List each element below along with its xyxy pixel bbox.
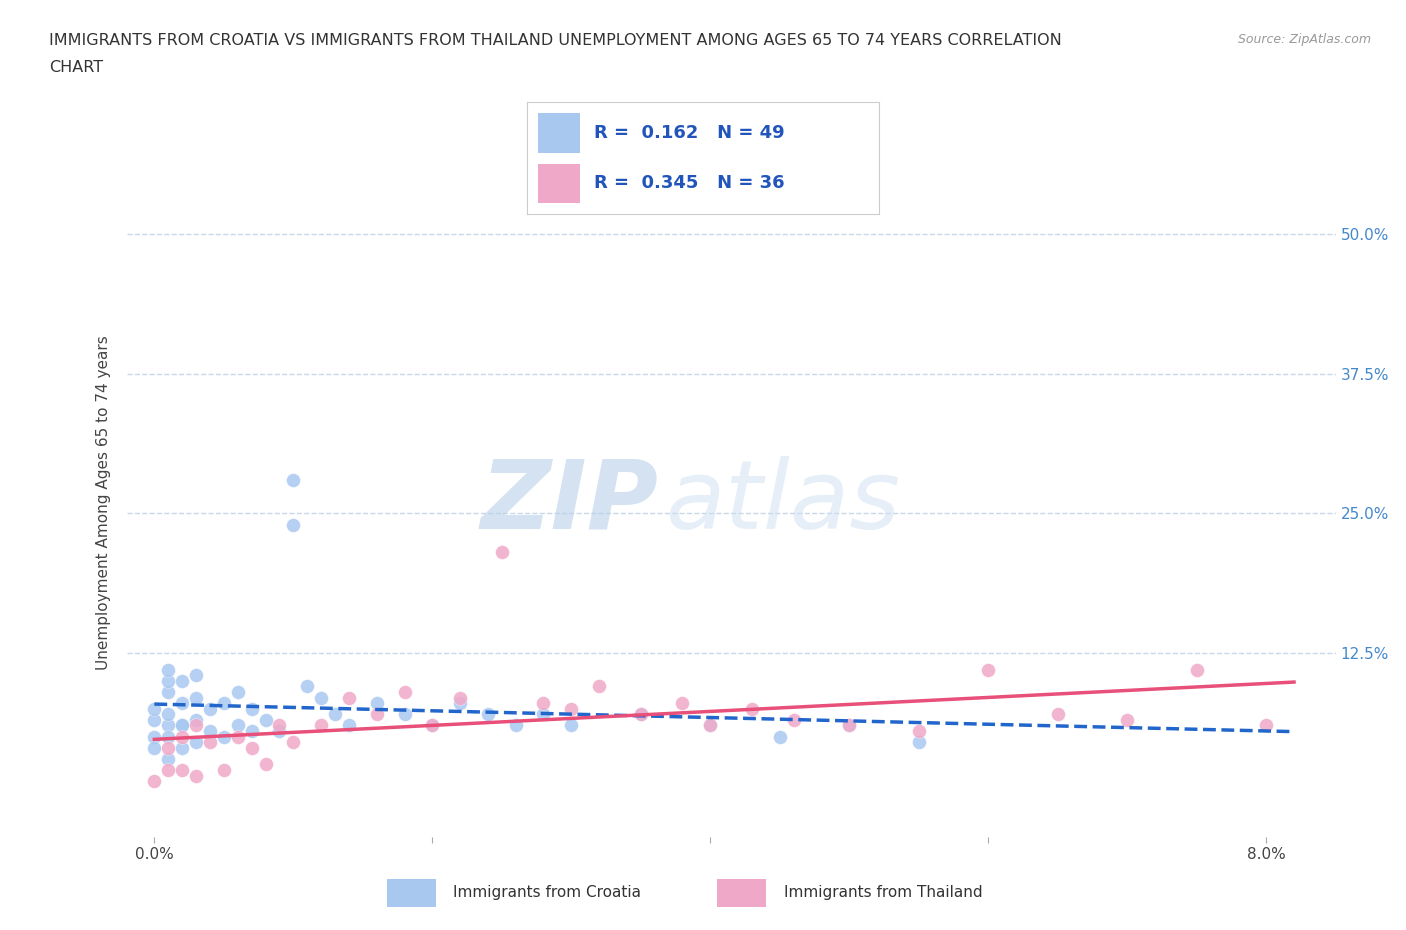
Point bbox=[977, 662, 1000, 677]
Point bbox=[449, 690, 471, 705]
Point bbox=[699, 718, 721, 733]
Point bbox=[533, 707, 555, 722]
Point bbox=[491, 545, 513, 560]
Point bbox=[212, 729, 235, 744]
Point bbox=[184, 712, 207, 727]
Point bbox=[240, 724, 263, 738]
Point bbox=[172, 763, 194, 777]
Point bbox=[172, 740, 194, 755]
Point bbox=[297, 679, 319, 694]
Point bbox=[283, 472, 305, 487]
Point bbox=[157, 751, 180, 766]
Point bbox=[157, 707, 180, 722]
Point bbox=[184, 768, 207, 783]
Point bbox=[1116, 712, 1139, 727]
Point bbox=[184, 690, 207, 705]
Point bbox=[143, 774, 166, 789]
Point bbox=[560, 701, 582, 716]
Point bbox=[226, 729, 249, 744]
Text: ZIP: ZIP bbox=[481, 456, 658, 549]
Point bbox=[157, 763, 180, 777]
Point bbox=[184, 718, 207, 733]
FancyBboxPatch shape bbox=[537, 113, 581, 153]
Point bbox=[741, 701, 763, 716]
Point bbox=[838, 718, 860, 733]
Point bbox=[269, 724, 291, 738]
Point bbox=[157, 673, 180, 688]
Text: Immigrants from Croatia: Immigrants from Croatia bbox=[453, 885, 641, 900]
Point bbox=[172, 729, 194, 744]
Point bbox=[143, 701, 166, 716]
Point bbox=[198, 724, 221, 738]
Point bbox=[172, 718, 194, 733]
Point bbox=[366, 696, 388, 711]
Point bbox=[838, 718, 860, 733]
Point bbox=[505, 718, 527, 733]
Text: CHART: CHART bbox=[49, 60, 103, 75]
Point bbox=[630, 707, 652, 722]
Text: Source: ZipAtlas.com: Source: ZipAtlas.com bbox=[1237, 33, 1371, 46]
Point bbox=[157, 729, 180, 744]
Point bbox=[309, 718, 332, 733]
Text: IMMIGRANTS FROM CROATIA VS IMMIGRANTS FROM THAILAND UNEMPLOYMENT AMONG AGES 65 T: IMMIGRANTS FROM CROATIA VS IMMIGRANTS FR… bbox=[49, 33, 1062, 47]
Point bbox=[907, 735, 929, 750]
Point bbox=[533, 696, 555, 711]
Point bbox=[226, 718, 249, 733]
Point bbox=[212, 763, 235, 777]
Point bbox=[240, 740, 263, 755]
Point bbox=[630, 707, 652, 722]
Point bbox=[907, 724, 929, 738]
Point bbox=[269, 718, 291, 733]
Point bbox=[143, 740, 166, 755]
Point bbox=[157, 718, 180, 733]
Point bbox=[172, 696, 194, 711]
Point bbox=[143, 712, 166, 727]
Point bbox=[477, 707, 499, 722]
FancyBboxPatch shape bbox=[537, 164, 581, 203]
Point bbox=[212, 696, 235, 711]
Text: atlas: atlas bbox=[665, 456, 900, 549]
Point bbox=[226, 684, 249, 699]
Text: R =  0.162   N = 49: R = 0.162 N = 49 bbox=[593, 124, 785, 142]
Point bbox=[143, 729, 166, 744]
Point bbox=[323, 707, 346, 722]
Point bbox=[394, 707, 416, 722]
FancyBboxPatch shape bbox=[717, 879, 766, 907]
Point bbox=[394, 684, 416, 699]
Point bbox=[366, 707, 388, 722]
Point bbox=[157, 740, 180, 755]
Point bbox=[172, 718, 194, 733]
Point bbox=[588, 679, 610, 694]
Point bbox=[184, 668, 207, 683]
Point bbox=[198, 701, 221, 716]
Point bbox=[1256, 718, 1278, 733]
Y-axis label: Unemployment Among Ages 65 to 74 years: Unemployment Among Ages 65 to 74 years bbox=[96, 335, 111, 670]
FancyBboxPatch shape bbox=[387, 879, 436, 907]
Point bbox=[1185, 662, 1208, 677]
Point bbox=[449, 696, 471, 711]
Point bbox=[254, 757, 277, 772]
Text: Immigrants from Thailand: Immigrants from Thailand bbox=[785, 885, 983, 900]
Point bbox=[157, 662, 180, 677]
Point bbox=[283, 735, 305, 750]
Point bbox=[198, 735, 221, 750]
Point bbox=[240, 701, 263, 716]
Point bbox=[172, 673, 194, 688]
Point bbox=[782, 712, 804, 727]
Point bbox=[157, 684, 180, 699]
Point bbox=[337, 690, 360, 705]
Point bbox=[420, 718, 443, 733]
Point bbox=[1046, 707, 1069, 722]
Point bbox=[254, 712, 277, 727]
Text: R =  0.345   N = 36: R = 0.345 N = 36 bbox=[593, 174, 785, 193]
Point bbox=[184, 735, 207, 750]
Point bbox=[671, 696, 693, 711]
Point bbox=[699, 718, 721, 733]
Point bbox=[309, 690, 332, 705]
Point bbox=[337, 718, 360, 733]
Point bbox=[420, 718, 443, 733]
Point bbox=[283, 517, 305, 532]
Point bbox=[769, 729, 792, 744]
Point bbox=[560, 718, 582, 733]
